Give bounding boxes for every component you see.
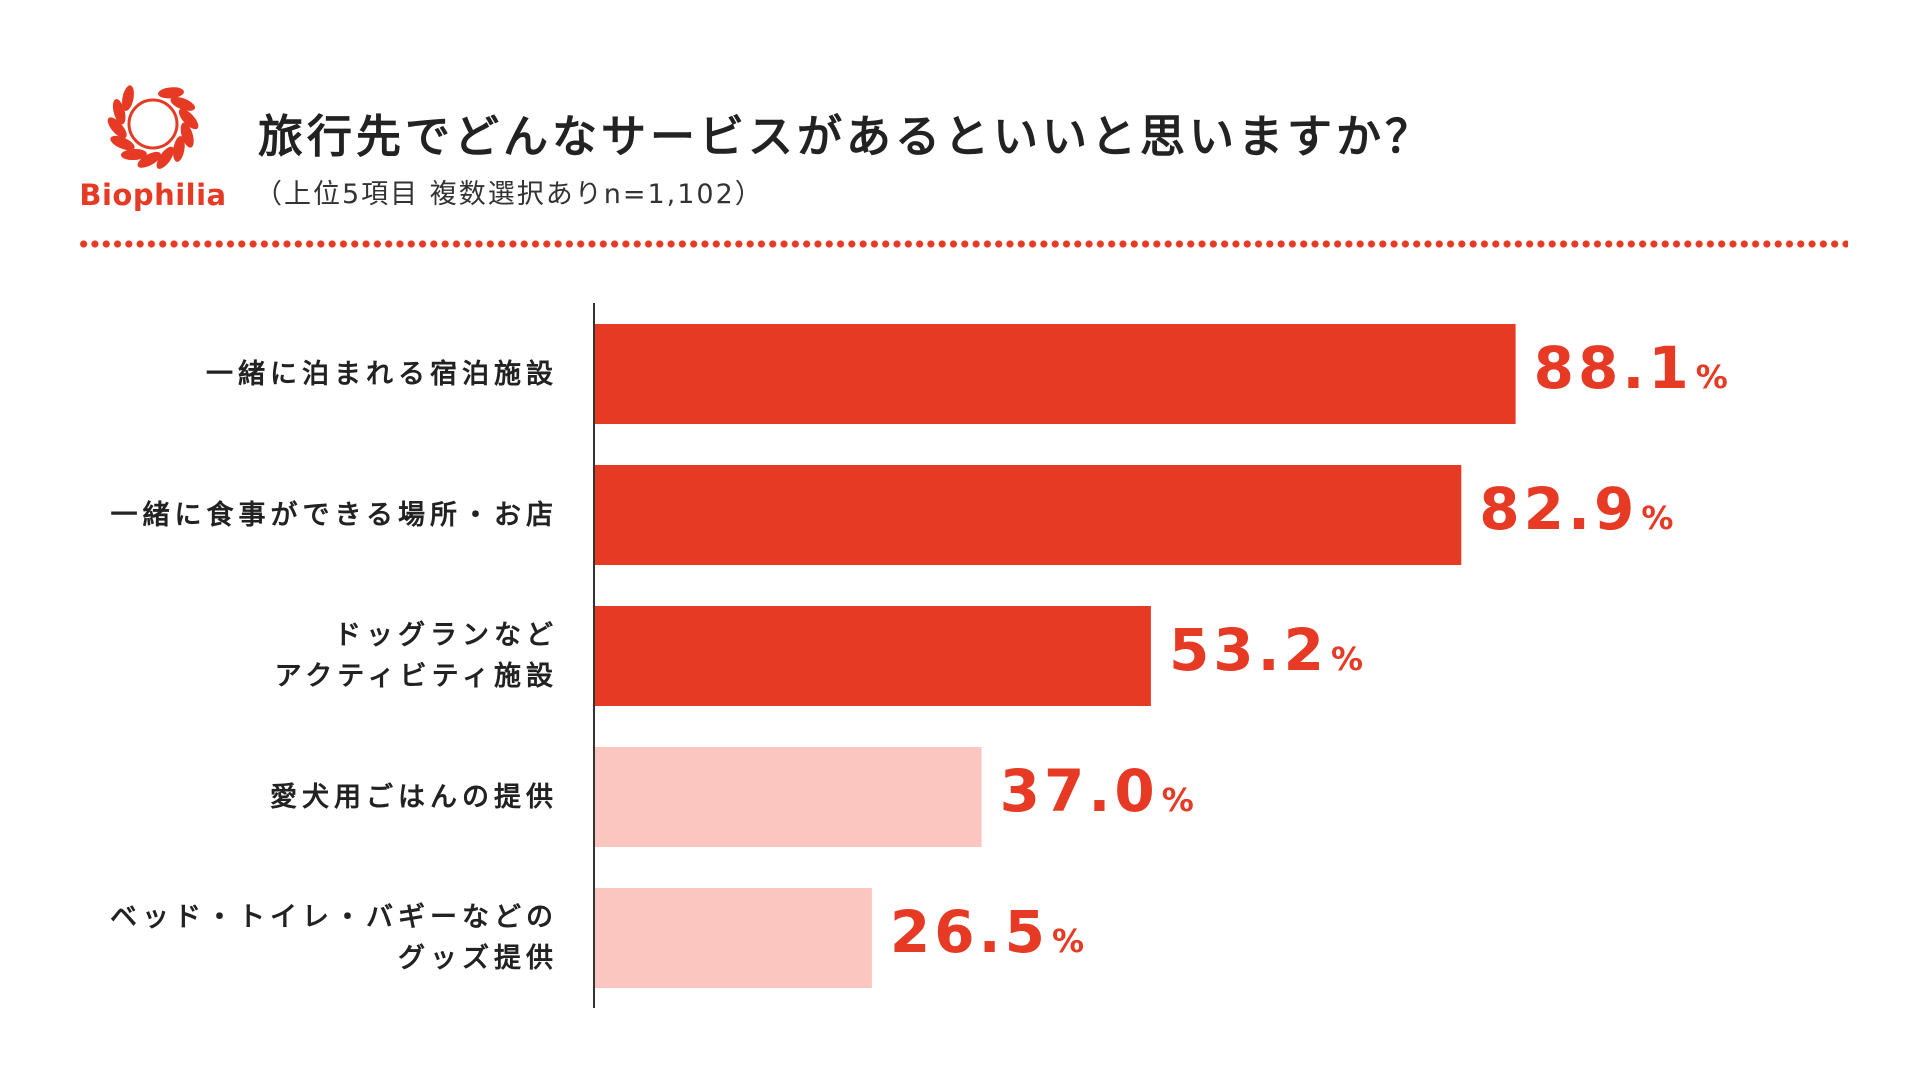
category-label-line: 一緒に泊まれる宿泊施設 — [206, 358, 558, 390]
bar — [595, 465, 1462, 565]
bar — [595, 324, 1516, 424]
bar — [595, 747, 982, 847]
wreath-leaf — [178, 108, 199, 130]
wreath-leaf — [107, 117, 127, 139]
category-label-line: ドッグランなど — [334, 620, 558, 651]
data-label-unit: % — [1331, 640, 1364, 678]
bar — [595, 888, 872, 988]
wreath-leaf — [170, 96, 196, 111]
wreath-leaf — [173, 136, 185, 162]
brand-name: Biophilia — [79, 178, 227, 212]
category-label-line: アクティビティ施設 — [274, 661, 558, 692]
category-label: 一緒に泊まれる宿泊施設 — [206, 354, 558, 395]
data-label-unit: % — [1695, 358, 1728, 396]
data-label-unit: % — [1052, 922, 1085, 960]
category-label-line: 一緒に食事ができる場所・お店 — [110, 499, 558, 531]
category-label: 愛犬用ごはんの提供 — [270, 777, 558, 818]
category-label: 一緒に食事ができる場所・お店 — [111, 495, 558, 536]
data-label: 82.9% — [1479, 475, 1673, 543]
wreath-leaf — [158, 87, 184, 99]
data-label-value: 53.2 — [1168, 616, 1329, 684]
data-label: 37.0% — [1000, 757, 1194, 825]
wreath-leaf — [110, 135, 135, 151]
category-label-line: グッズ提供 — [398, 943, 558, 974]
chart-title: 旅行先でどんなサービスがあるといいと思いますか？ — [258, 110, 1435, 163]
wreath-leaf — [120, 148, 147, 161]
data-label-unit: % — [1161, 781, 1194, 819]
wreath-leaf — [156, 146, 175, 169]
laurel-wreath-icon — [107, 85, 199, 169]
data-label: 88.1% — [1534, 334, 1728, 402]
brand-logo: Biophilia — [68, 72, 238, 222]
wreath-leaf — [137, 151, 161, 168]
data-label: 53.2% — [1169, 616, 1363, 684]
wreath-leaf — [122, 85, 134, 111]
category-label: ドッグランなどアクティビティ施設 — [275, 615, 558, 697]
category-label-line: 愛犬用ごはんの提供 — [270, 781, 558, 813]
data-label: 26.5% — [890, 898, 1084, 966]
bar — [595, 606, 1151, 706]
wreath-ring — [127, 98, 179, 150]
chart-subtitle: （上位5項目 複数選択ありn=1,102） — [255, 179, 764, 210]
data-label-value: 88.1 — [1533, 334, 1693, 402]
data-label-value: 82.9 — [1479, 475, 1639, 543]
category-label-line: ベッド・トイレ・バギーなどの — [110, 902, 558, 933]
data-label-unit: % — [1641, 499, 1674, 537]
data-label-value: 26.5 — [889, 898, 1050, 966]
category-label: ベッド・トイレ・バギーなどのグッズ提供 — [110, 897, 558, 979]
dotted-divider — [78, 239, 1848, 249]
data-label-value: 37.0 — [999, 757, 1159, 825]
